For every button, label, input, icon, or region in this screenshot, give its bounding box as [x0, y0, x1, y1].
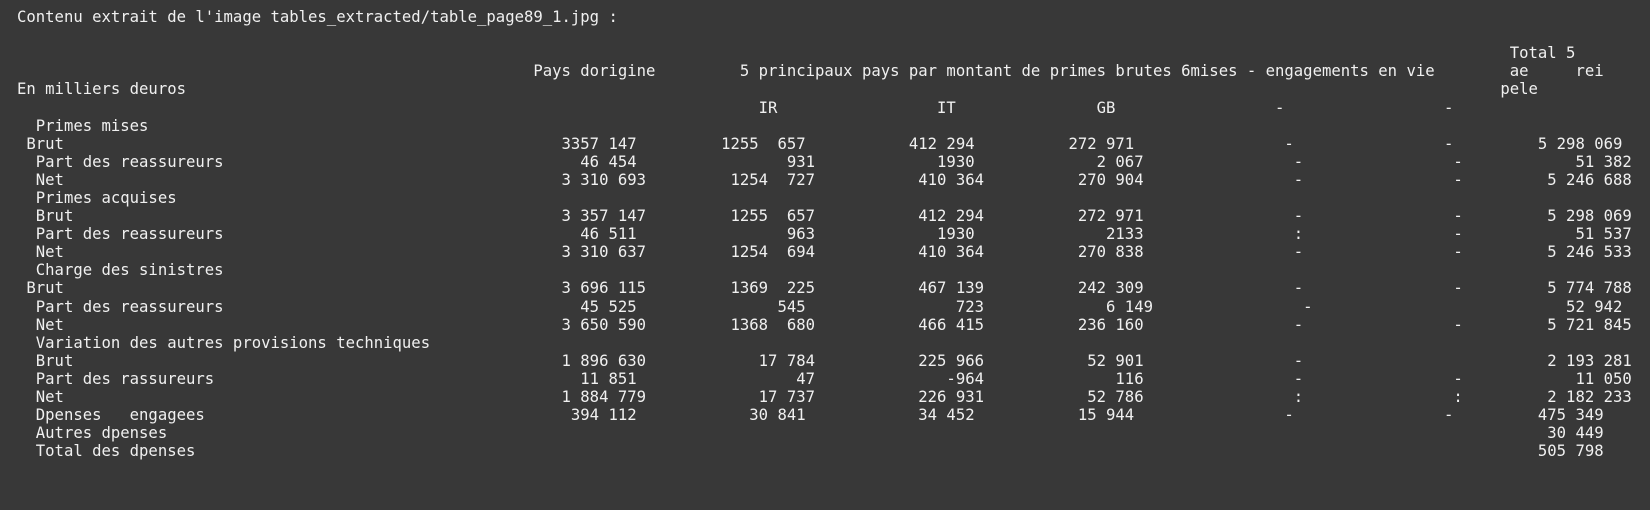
- table-row: Dpenses engagees 394 112 30 841 34 452 1…: [17, 406, 1604, 424]
- table-row: Brut 1 896 630 17 784 225 966 52 901 - 2…: [17, 352, 1632, 370]
- table-row: Net 1 884 779 17 737 226 931 52 786 : : …: [17, 388, 1632, 406]
- section-variation-provisions: Variation des autres provisions techniqu…: [17, 334, 431, 352]
- output-header-line: Contenu extrait de l'image tables_extrac…: [17, 8, 618, 26]
- table-header-countries: Pays dorigine 5 principaux pays par mont…: [17, 62, 1604, 80]
- table-row: Part des reassureurs 46 454 931 1930 2 0…: [17, 153, 1632, 171]
- table-header-total: Total 5: [17, 44, 1576, 62]
- section-primes-mises: Primes mises: [17, 117, 149, 135]
- table-header-units: En milliers deuros pele: [17, 80, 1538, 98]
- table-row: Autres dpenses 30 449: [17, 424, 1604, 442]
- section-charge-sinistres: Charge des sinistres: [17, 261, 224, 279]
- table-row: Brut 3357 147 1255 657 412 294 272 971 -…: [17, 135, 1623, 153]
- divider-line: ----------------------------------------…: [17, 0, 900, 8]
- table-row: Total des dpenses 505 798: [17, 442, 1604, 460]
- table-row: Part des reassureurs 46 511 963 1930 213…: [17, 225, 1632, 243]
- section-primes-acquises: Primes acquises: [17, 189, 177, 207]
- table-row: Part des rassureurs 11 851 47 -964 116 -…: [17, 370, 1632, 388]
- table-header-country-codes: IR IT GB - -: [17, 99, 1454, 117]
- table-row: Net 3 310 693 1254 727 410 364 270 904 -…: [17, 171, 1632, 189]
- table-row: Part des reassureurs 45 525 545 723 6 14…: [17, 298, 1623, 316]
- table-row: Brut 3 696 115 1369 225 467 139 242 309 …: [17, 279, 1632, 297]
- table-row: Brut 3 357 147 1255 657 412 294 272 971 …: [17, 207, 1632, 225]
- table-row: Net 3 650 590 1368 680 466 415 236 160 -…: [17, 316, 1632, 334]
- table-row: Net 3 310 637 1254 694 410 364 270 838 -…: [17, 243, 1632, 261]
